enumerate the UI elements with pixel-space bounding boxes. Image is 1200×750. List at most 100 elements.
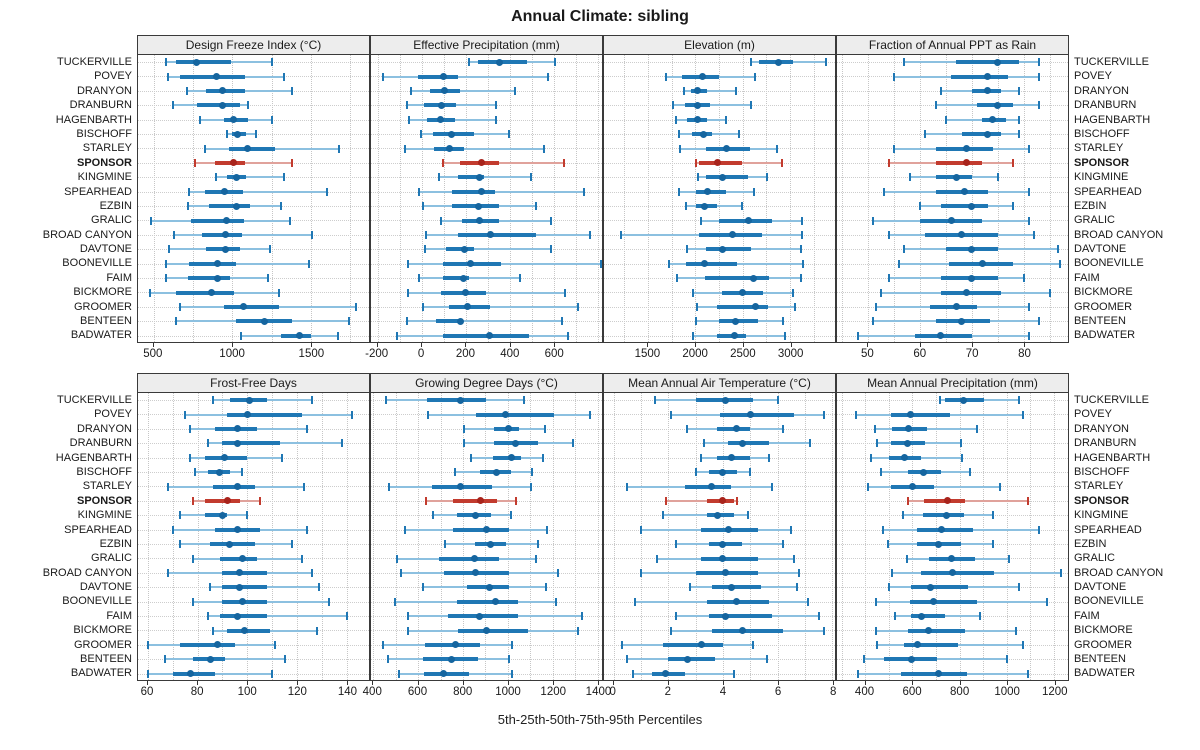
p95-cap — [823, 626, 826, 635]
median-dot — [722, 612, 730, 620]
p5-cap — [189, 424, 192, 433]
median-dot — [186, 670, 194, 678]
percentile-row — [138, 566, 369, 580]
p95-cap — [599, 259, 602, 268]
percentile-row — [138, 609, 369, 623]
p5-cap — [669, 626, 672, 635]
x-axis: 500 1000 1500 — [137, 343, 370, 369]
percentile-row — [604, 199, 835, 213]
station-label: SPEARHEAD — [64, 523, 132, 536]
p5-cap — [166, 568, 169, 577]
p25-p75-bar — [205, 498, 240, 503]
gridline — [373, 393, 375, 680]
p25-p75-bar — [457, 175, 485, 180]
percentile-row — [138, 623, 369, 637]
median-dot — [719, 540, 727, 548]
p5-cap — [694, 158, 697, 167]
p95-cap — [1017, 115, 1020, 124]
p5-p95-line — [410, 89, 516, 92]
median-dot — [719, 173, 727, 181]
axis-tick-label: 60 — [913, 348, 927, 360]
p95-cap — [753, 72, 756, 81]
axis-tick — [972, 343, 974, 347]
p5-cap — [407, 288, 410, 297]
median-dot — [236, 583, 244, 591]
p5-cap — [653, 396, 656, 405]
p95-cap — [776, 396, 779, 405]
percentile-row — [837, 257, 1068, 271]
station-label: SPONSOR — [1074, 494, 1130, 507]
p5-p95-line — [407, 320, 563, 323]
percentile-row — [138, 465, 369, 479]
p25-p75-bar — [699, 160, 743, 165]
p95-cap — [782, 424, 785, 433]
x-axis: 0 2 4 6 8 — [603, 681, 836, 707]
median-dot — [486, 583, 494, 591]
percentile-row — [138, 257, 369, 271]
p25-p75-bar — [190, 218, 245, 223]
gridline — [346, 393, 348, 680]
gridline — [946, 55, 947, 342]
p95-cap — [752, 187, 755, 196]
percentile-row — [371, 494, 602, 508]
axis-tick — [554, 343, 556, 347]
station-label: BENTEEN — [1074, 653, 1126, 666]
p5-cap — [700, 453, 703, 462]
p95-cap — [510, 511, 513, 520]
station-label: SPONSOR — [76, 156, 132, 169]
panel-title: Frost-Free Days — [137, 373, 370, 393]
percentile-row — [837, 638, 1068, 652]
percentile-row — [138, 314, 369, 328]
median-dot — [241, 627, 249, 635]
p95-cap — [734, 86, 737, 95]
median-dot — [491, 598, 499, 606]
station-label: DRANYON — [76, 422, 132, 435]
p95-cap — [1026, 496, 1029, 505]
p95-cap — [283, 72, 286, 81]
p95-cap — [571, 439, 574, 448]
p5-cap — [938, 396, 941, 405]
p95-cap — [724, 115, 727, 124]
percentile-row — [837, 479, 1068, 493]
median-dot — [477, 159, 485, 167]
p5-cap — [631, 669, 634, 678]
station-label: BADWATER — [1074, 329, 1136, 342]
axis-tick-label: 70 — [965, 348, 979, 360]
station-label: BICKMORE — [73, 286, 132, 299]
p5-p95-line — [215, 176, 285, 179]
p95-cap — [305, 525, 308, 534]
median-dot — [512, 439, 520, 447]
p5-cap — [193, 158, 196, 167]
median-dot — [746, 411, 754, 419]
p5-p95-line — [189, 190, 328, 193]
panel-title: Design Freeze Index (°C) — [137, 35, 370, 55]
x-axis: 400 600 800 1000 1200 — [836, 681, 1069, 707]
p25-p75-bar — [493, 455, 522, 460]
p25-p75-bar — [176, 290, 234, 295]
p95-cap — [305, 424, 308, 433]
p95-cap — [550, 216, 553, 225]
median-dot — [466, 260, 474, 268]
p5-cap — [421, 583, 424, 592]
median-dot — [984, 130, 992, 138]
axis-tick-label: 2 — [664, 686, 671, 698]
station-label: POVEY — [94, 408, 132, 421]
p5-cap — [887, 274, 890, 283]
gridline — [377, 55, 379, 342]
p5-cap — [406, 317, 409, 326]
percentile-row — [604, 156, 835, 170]
axis-tick-label: 1000 — [994, 686, 1020, 698]
panel: Effective Precipitation (mm) -200 0 200 400 6… — [365, 35, 603, 369]
p5-cap — [689, 583, 692, 592]
p5-cap — [697, 173, 700, 182]
p95-cap — [806, 597, 809, 606]
p5-cap — [199, 115, 202, 124]
p5-cap — [179, 302, 182, 311]
gridline — [997, 55, 999, 342]
gridline — [465, 55, 467, 342]
gridline — [247, 393, 249, 680]
percentile-row — [837, 609, 1068, 623]
p5-cap — [463, 439, 466, 448]
p95-cap — [800, 216, 803, 225]
p5-cap — [440, 216, 443, 225]
